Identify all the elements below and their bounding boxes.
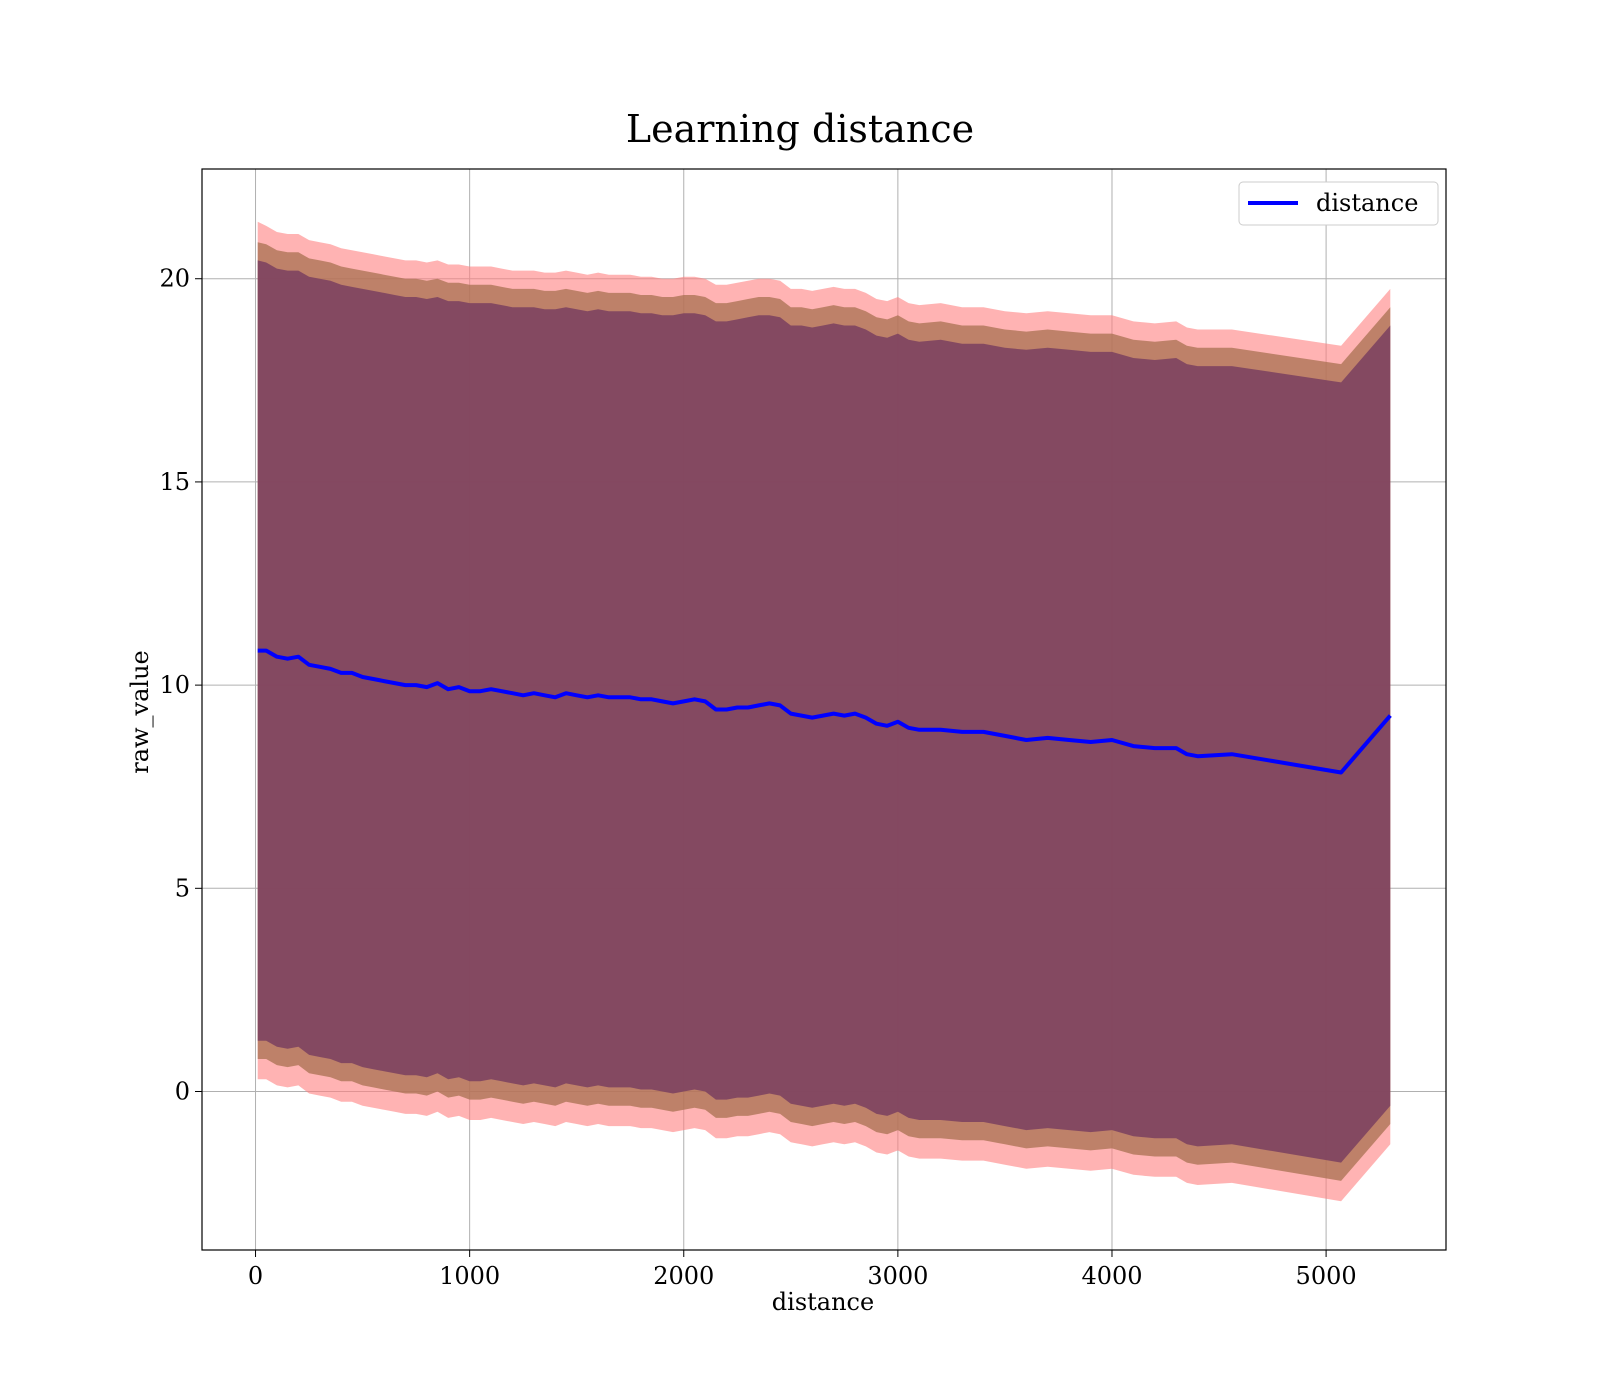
series-line-distance (257, 648, 1392, 775)
legend: distance (1238, 181, 1439, 226)
x-axis-ticks: 0 1000 2000 3000 4000 5000 (248, 1250, 1357, 1290)
y-tick-label: 10 (159, 671, 190, 699)
legend-label-distance: distance (1316, 189, 1418, 217)
x-tick-label: 0 (248, 1262, 263, 1290)
plot-frame (201, 168, 1447, 1251)
x-tick-label: 1000 (439, 1262, 500, 1290)
y-axis-label: raw_value (126, 650, 154, 774)
bands (257, 221, 1391, 1202)
legend-box (1238, 181, 1439, 226)
band-inner (257, 260, 1391, 1163)
y-tick-label: 15 (159, 468, 190, 496)
x-tick-label: 4000 (1081, 1262, 1142, 1290)
series-lines (257, 648, 1392, 775)
y-axis-ticks: 0 5 10 15 20 (159, 265, 202, 1106)
y-tick-label: 0 (175, 1078, 190, 1106)
y-tick-label: 5 (175, 874, 190, 902)
x-axis-label: distance (772, 1288, 874, 1316)
x-tick-label: 5000 (1296, 1262, 1357, 1290)
x-tick-label: 3000 (867, 1262, 928, 1290)
y-tick-label: 20 (159, 265, 190, 293)
x-tick-label: 2000 (653, 1262, 714, 1290)
chart-title: Learning distance (626, 107, 974, 151)
